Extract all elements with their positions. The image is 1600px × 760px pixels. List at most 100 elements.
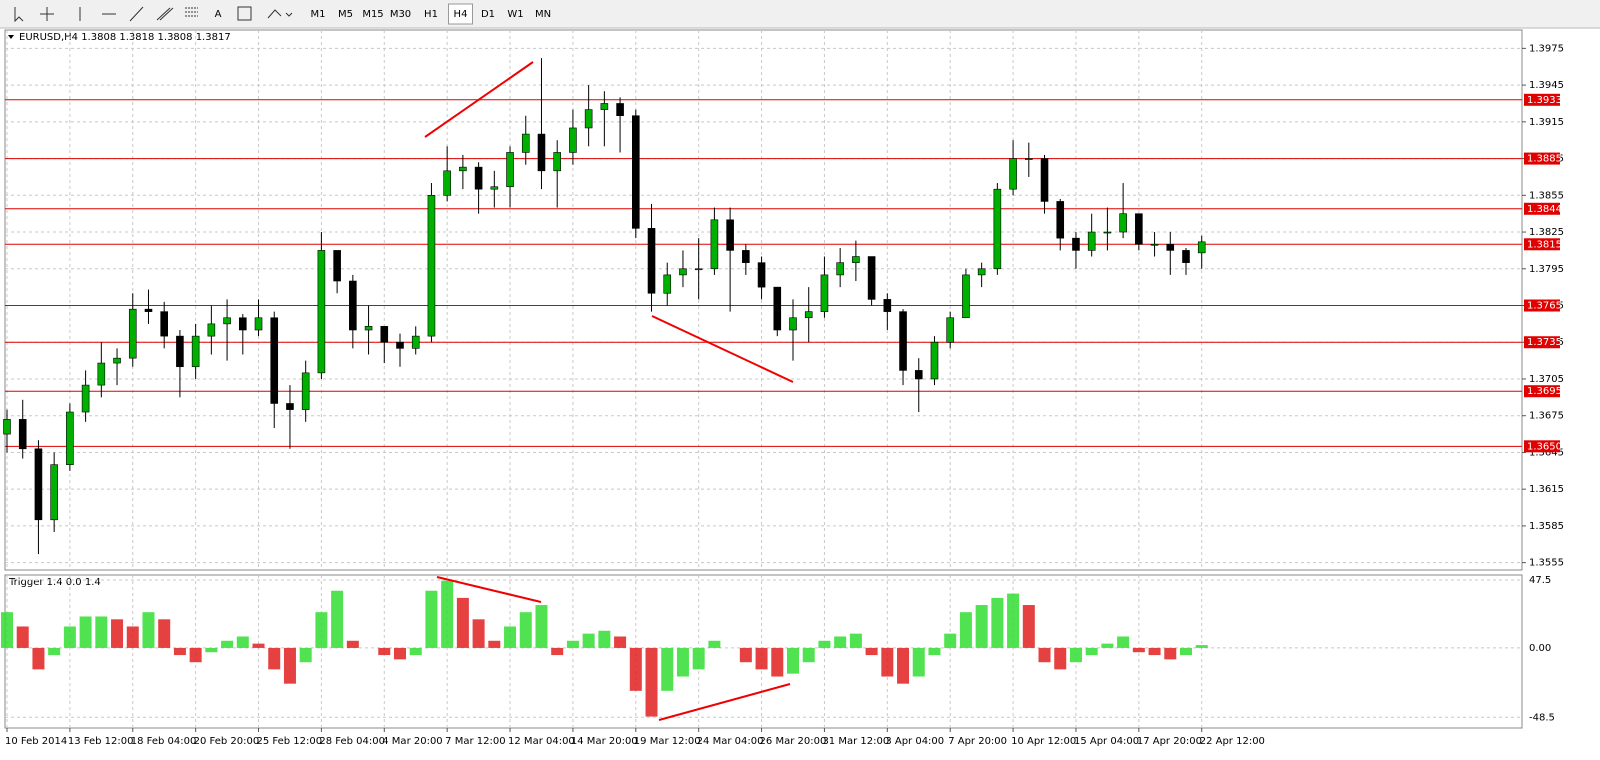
histogram-bar (944, 633, 957, 648)
text-tool[interactable]: A (215, 9, 222, 20)
trendline-tool[interactable] (129, 6, 144, 22)
price-label: 1.3765 (1527, 301, 1562, 312)
timeframe-button[interactable]: H1 (424, 9, 438, 20)
cursor-tool[interactable] (14, 7, 24, 23)
histogram-bar (378, 647, 391, 656)
y-tick-label: 1.3945 (1529, 80, 1564, 91)
candle-body (18, 419, 27, 450)
histogram-bar (346, 640, 359, 648)
histogram-bar (331, 590, 344, 648)
histogram-bar (173, 647, 186, 656)
price-label-box (1524, 152, 1560, 165)
histogram-bar (692, 647, 705, 670)
price-label: 1.3885 (1527, 154, 1562, 165)
candle-body (820, 274, 829, 312)
x-tick-label: 14 Mar 20:00 (571, 736, 638, 747)
histogram-bar (299, 647, 312, 663)
candle-body (1087, 231, 1096, 251)
trendline (424, 61, 534, 138)
histogram-bar (95, 616, 108, 648)
price-label-box (1524, 440, 1560, 453)
x-tick-label: 25 Feb 12:00 (257, 736, 323, 747)
candle-body (962, 274, 970, 319)
timeframe-button[interactable]: W1 (507, 9, 523, 20)
x-tick-label: 22 Apr 12:00 (1200, 736, 1265, 747)
candle-body (191, 335, 200, 368)
timeframe-button[interactable]: H4 (454, 9, 468, 20)
candle-body (852, 256, 860, 263)
y-tick-label: 1.3705 (1529, 374, 1564, 385)
timeframe-button[interactable]: M30 (390, 9, 411, 20)
timeframe-button[interactable]: M1 (311, 9, 326, 20)
histogram-bar (551, 647, 564, 656)
candle-body (427, 195, 436, 337)
x-tick-label: 7 Apr 20:00 (948, 736, 1007, 747)
candle-body (804, 311, 813, 319)
histogram-bar (787, 647, 799, 674)
active-timeframe (448, 3, 473, 25)
timeframe-button[interactable]: M5 (338, 9, 353, 20)
y-tick-label: 1.3915 (1529, 117, 1564, 128)
candle-body (1025, 158, 1033, 160)
candle-body (1197, 241, 1206, 254)
candle-body (34, 448, 43, 521)
label-tool[interactable] (237, 6, 252, 21)
candle-body (459, 166, 467, 172)
y-tick-label: 1.3615 (1529, 484, 1564, 495)
candle-body (128, 308, 137, 359)
x-tick-label: 19 Mar 12:00 (634, 736, 701, 747)
candle-body (757, 262, 766, 288)
candle-body (1166, 243, 1175, 251)
candle-body (946, 317, 955, 343)
y-tick-label: 1.3825 (1529, 227, 1564, 238)
candle-body (50, 464, 58, 521)
histogram-bar (928, 647, 941, 656)
fibo-tool[interactable] (185, 7, 198, 17)
x-tick-label: 26 Mar 20:00 (760, 736, 827, 747)
trendline (436, 576, 542, 603)
price-label-box (1524, 385, 1560, 398)
candle-body (113, 357, 121, 364)
shapes-tool[interactable] (267, 9, 293, 19)
candle-body (899, 311, 907, 371)
histogram-bar (1038, 647, 1051, 663)
histogram-bar (1195, 645, 1208, 648)
histogram-bar (645, 647, 658, 717)
histogram-bar (252, 643, 265, 648)
histogram-bar (661, 647, 674, 691)
price-label-box (1524, 299, 1560, 312)
candle-body (836, 262, 844, 276)
histogram-bar (834, 636, 847, 648)
histogram-bar (1132, 647, 1145, 653)
menu-arrow[interactable] (8, 35, 14, 39)
candle-body (97, 362, 106, 386)
timeframe-button[interactable]: MN (535, 9, 551, 20)
candle-body (270, 317, 279, 404)
histogram-bar (79, 616, 92, 648)
candle-body (364, 326, 373, 331)
histogram-bar (1085, 647, 1098, 656)
candle-body (679, 268, 687, 276)
price-label: 1.3695 (1527, 386, 1562, 397)
x-tick-label: 7 Mar 12:00 (445, 736, 505, 747)
indicator-plot-frame (4, 574, 1523, 729)
candle-body (176, 335, 184, 368)
histogram-bar (63, 626, 76, 648)
candle-body (317, 250, 326, 374)
histogram-bar (205, 647, 218, 653)
channel-tool[interactable] (156, 7, 174, 21)
candle-body (1103, 231, 1112, 234)
histogram-bar (488, 640, 501, 648)
timeframe-button[interactable]: D1 (481, 9, 495, 20)
x-tick-label: 15 Apr 04:00 (1074, 736, 1139, 747)
histogram-bar (614, 636, 627, 648)
candle-body (1150, 243, 1159, 246)
histogram-bar (472, 619, 485, 648)
crosshair-tool[interactable] (40, 7, 54, 21)
timeframe-button[interactable]: M15 (362, 9, 383, 20)
histogram-bar (221, 640, 234, 648)
x-tick-label: 24 Mar 04:00 (697, 736, 764, 747)
y-tick-label: 1.3795 (1529, 264, 1564, 275)
price-label-box (1524, 238, 1560, 251)
candle-body (1009, 158, 1017, 190)
